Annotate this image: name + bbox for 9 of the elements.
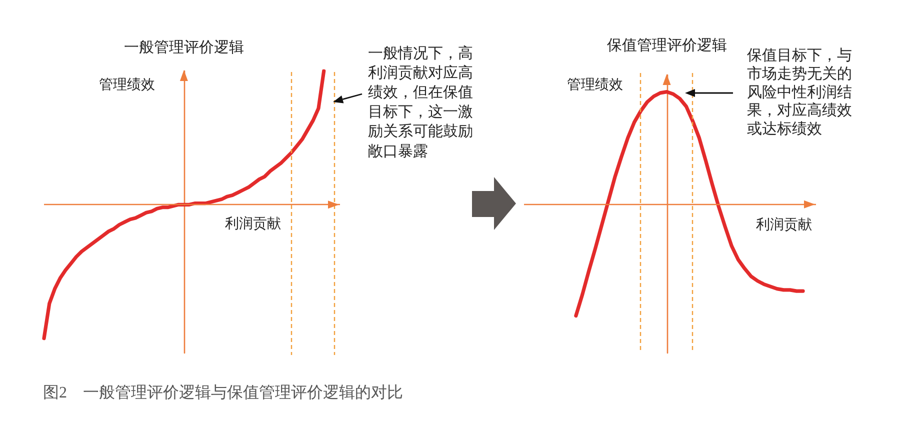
text: 一般情况下，高利润贡献对应高绩效，但在保值目标下，这一激励关系可能鼓励敞口暴露 xyxy=(368,44,473,160)
y-axis-title: 管理绩效 xyxy=(566,77,623,93)
caption: 图2 一般管理评价逻辑与保值管理评价逻辑的对比 xyxy=(43,384,403,402)
y-axis-title: 管理绩效 xyxy=(98,77,155,93)
chart-title: 一般管理评价逻辑 xyxy=(124,38,244,56)
chart-title: 保值管理评价逻辑 xyxy=(606,36,727,54)
annotation: 保值目标下，与市场走势无关的风险中性利润结果，对应高绩效或达标绩效 xyxy=(747,46,852,138)
x-axis-title: 利润贡献 xyxy=(756,217,812,233)
x-axis-title: 利润贡献 xyxy=(224,216,281,232)
